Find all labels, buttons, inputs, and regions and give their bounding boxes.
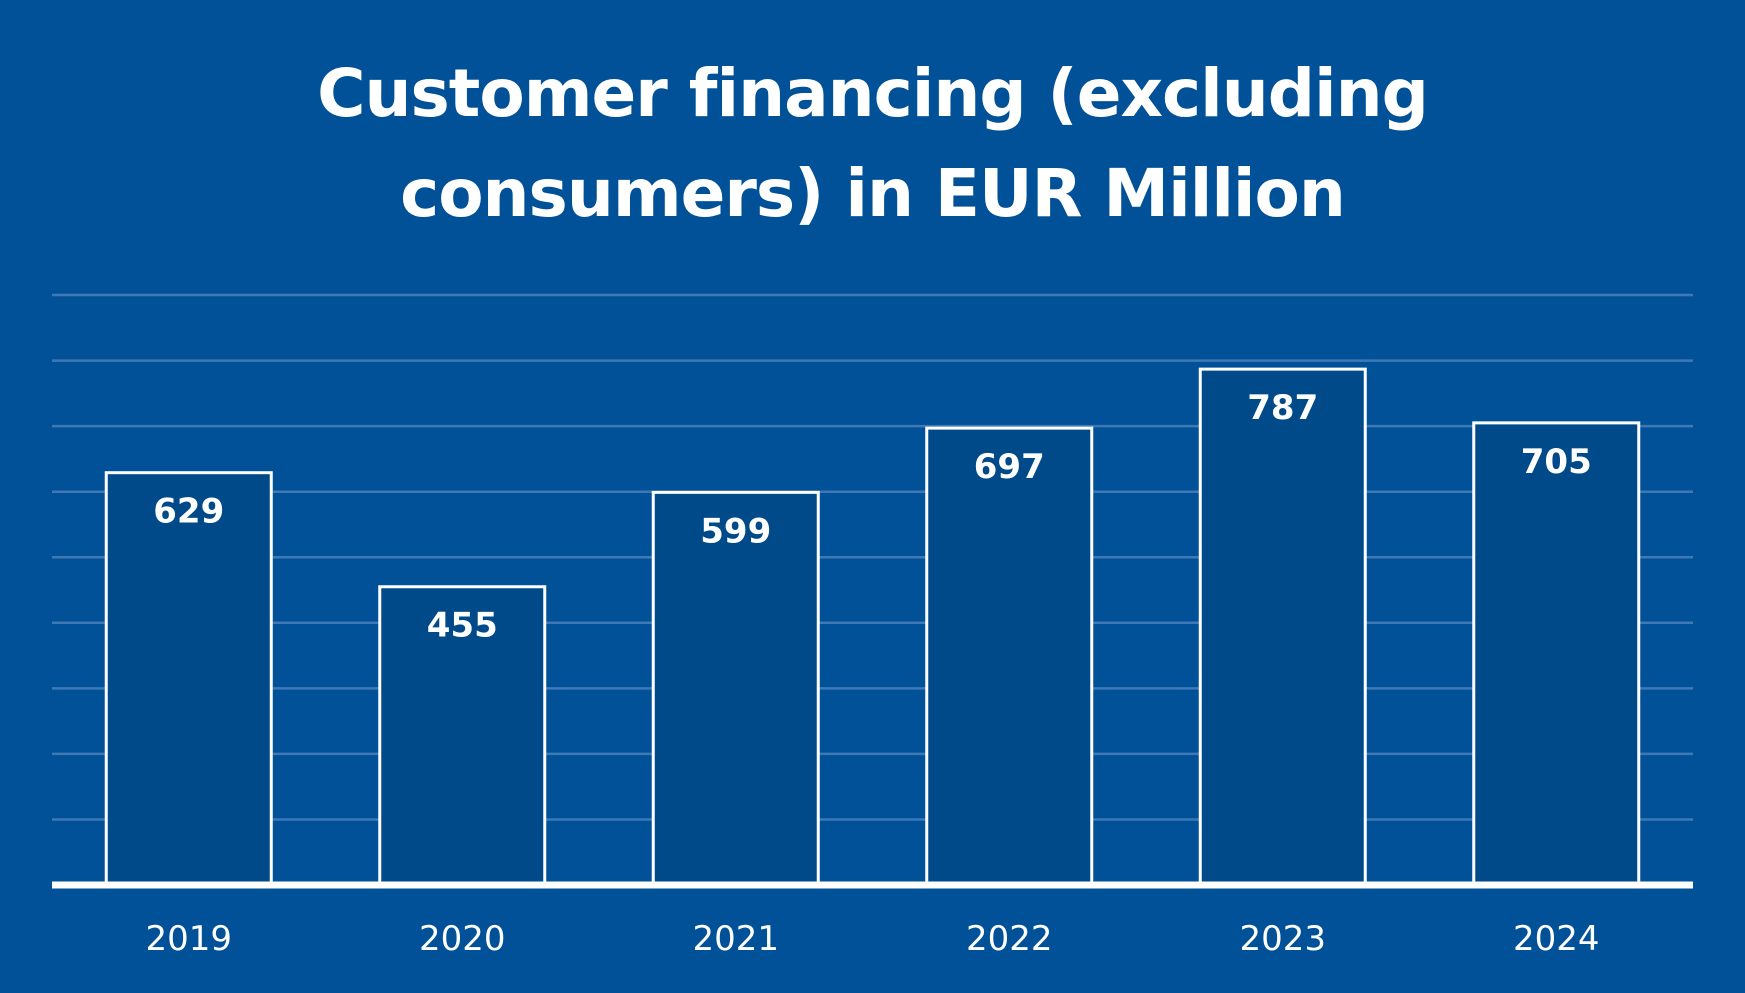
x-tick-label-2020: 2020 [419,919,506,959]
data-label-2022: 697 [974,447,1045,487]
data-label-2019: 629 [153,492,224,532]
data-label-2023: 787 [1247,388,1318,428]
bar-2020 [378,585,547,887]
x-tick-label-2019: 2019 [145,919,232,959]
chart-title-line-2: consumers) in EUR Million [400,155,1346,232]
bars [104,367,1641,887]
chart-title: Customer financing (excluding consumers)… [0,44,1745,244]
x-axis-tick-labels: 2019 2020 2021 2022 2023 2024 [145,919,1599,959]
bar-2023 [1198,367,1367,887]
x-tick-label-2022: 2022 [966,919,1053,959]
x-tick-label-2021: 2021 [692,919,779,959]
bar-2019 [104,471,273,887]
gridlines [52,293,1693,821]
data-label-2021: 599 [700,511,771,551]
x-tick-label-2023: 2023 [1239,919,1326,959]
x-tick-label-2024: 2024 [1513,919,1600,959]
data-labels: 629 455 599 697 787 705 [153,388,1591,646]
data-label-2024: 705 [1521,442,1592,482]
bar-2022 [925,426,1094,887]
bar-2024 [1472,421,1641,887]
bar-2021 [651,490,820,887]
chart-title-line-1: Customer financing (excluding [317,55,1429,132]
data-label-2020: 455 [427,606,498,646]
